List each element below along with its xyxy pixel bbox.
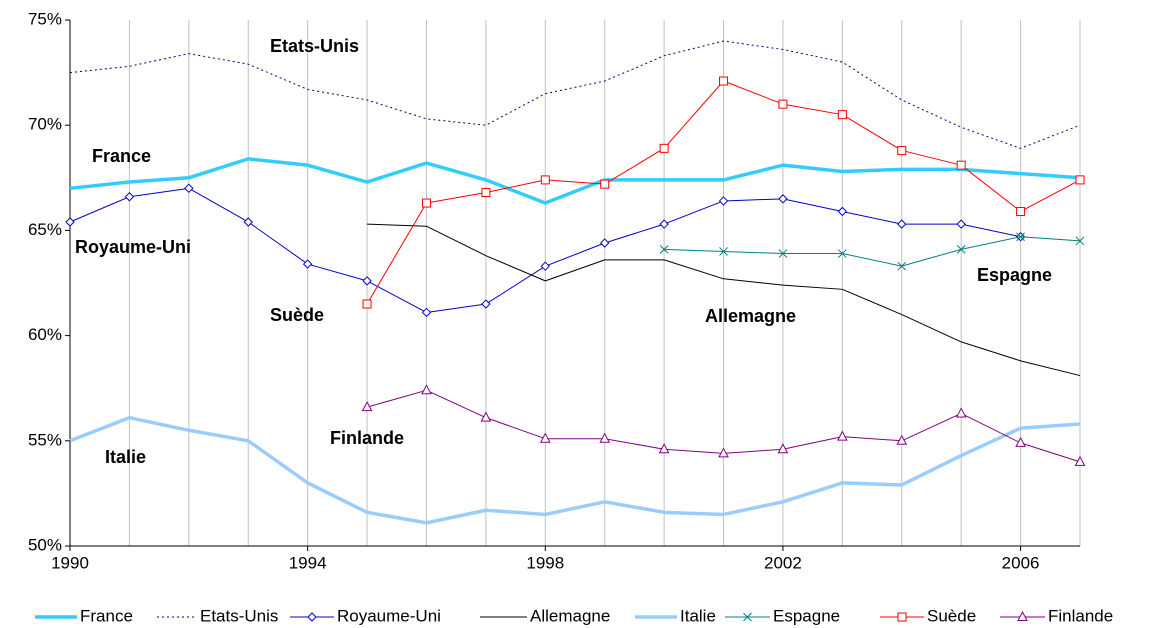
marker [837,110,847,120]
marker [1016,206,1026,216]
marker [956,160,966,170]
series-line [664,236,1081,267]
x-tick-label: 1998 [526,553,564,572]
marker [243,217,253,227]
marker [302,259,313,269]
legend-marker [1017,610,1028,621]
marker [718,447,729,458]
y-tick-label: 50% [28,535,62,554]
marker [1074,455,1086,466]
y-tick-label: 60% [28,325,62,344]
legend-item: Italie [635,606,716,625]
annotation: France [92,146,151,166]
marker [480,411,492,422]
marker [896,434,908,445]
marker [1016,232,1025,242]
marker [777,443,789,454]
marker [600,179,610,189]
legend-label: Allemagne [530,606,610,625]
legend-label: Suède [927,606,976,625]
marker [481,299,491,309]
marker [599,432,611,443]
marker [65,217,75,227]
legend-label: France [80,606,133,625]
marker [658,443,670,454]
marker [539,432,551,443]
x-tick-label: 2006 [1002,553,1040,572]
y-tick-label: 65% [28,220,62,239]
legend-item: Allemagne [480,606,610,625]
annotation: Espagne [977,265,1052,285]
legend-item: Royaume-Uni [290,606,441,625]
marker [956,219,966,229]
series-line [69,415,1081,525]
marker [659,143,669,153]
marker [897,145,907,155]
marker [599,238,610,248]
legend-marker [743,612,752,622]
legend-item: Finlande [1000,606,1113,625]
marker [540,261,551,271]
x-tick-label: 1990 [51,553,89,572]
marker [955,407,967,418]
x-tick-label: 1994 [289,553,327,572]
marker [837,206,848,217]
marker [421,384,432,395]
marker [837,430,848,441]
marker [1015,436,1026,447]
legend-item: France [35,606,133,625]
annotation: Royaume-Uni [75,237,191,257]
legend-item: Espagne [725,606,840,625]
marker [778,194,788,204]
annotation: Finlande [330,428,404,448]
legend-label: Italie [680,606,716,625]
marker [956,244,966,254]
marker [778,99,788,109]
annotation: Italie [105,447,146,467]
marker [719,247,728,256]
marker [1075,175,1085,185]
legend-label: Etats-Unis [200,606,278,625]
marker [1075,236,1085,246]
marker [718,196,729,206]
x-tick-label: 2002 [764,553,802,572]
marker [362,299,372,309]
legend-marker [897,612,907,622]
marker [124,192,135,202]
series-line [367,223,1081,377]
y-tick-label: 55% [28,430,62,449]
legend-marker [307,612,317,622]
marker [481,188,491,198]
legend-item: Suède [880,606,976,625]
series-line [69,157,1081,205]
marker [184,183,194,194]
annotation: Allemagne [705,306,796,326]
legend-item: Etats-Unis [157,606,278,625]
annotation: Etats-Unis [270,36,359,56]
marker [361,401,373,412]
marker [897,219,907,229]
legend-label: Royaume-Uni [337,606,441,625]
marker [421,307,432,318]
y-tick-label: 75% [28,9,62,28]
marker [897,261,907,271]
legend-label: Finlande [1048,606,1113,625]
marker [421,198,431,208]
marker [362,276,372,286]
marker [719,76,729,86]
marker [659,219,669,229]
marker [659,244,669,254]
marker [837,249,847,258]
annotation: Suède [270,305,324,325]
series-line [69,40,1081,149]
legend-label: Espagne [773,606,840,625]
y-tick-label: 70% [28,115,62,134]
marker [540,175,550,185]
marker [778,249,788,258]
